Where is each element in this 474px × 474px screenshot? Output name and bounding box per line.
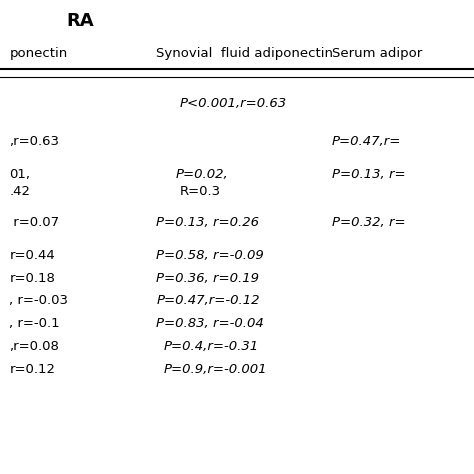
- Text: P=0.58, r=-0.09: P=0.58, r=-0.09: [156, 249, 264, 262]
- Text: P=0.47,r=: P=0.47,r=: [332, 135, 401, 148]
- Text: r=0.44: r=0.44: [9, 249, 55, 262]
- Text: P=0.02,: P=0.02,: [175, 168, 228, 181]
- Text: RA: RA: [67, 12, 94, 30]
- Text: ,r=0.63: ,r=0.63: [9, 135, 59, 148]
- Text: r=0.12: r=0.12: [9, 363, 55, 375]
- Text: Serum adipor: Serum adipor: [332, 47, 422, 60]
- Text: .42: .42: [9, 185, 30, 198]
- Text: P=0.32, r=: P=0.32, r=: [332, 216, 405, 228]
- Text: P=0.36, r=0.19: P=0.36, r=0.19: [156, 272, 259, 284]
- Text: P=0.83, r=-0.04: P=0.83, r=-0.04: [156, 317, 264, 330]
- Text: P=0.4,r=-0.31: P=0.4,r=-0.31: [164, 340, 259, 353]
- Text: ponectin: ponectin: [9, 47, 68, 60]
- Text: P=0.47,r=-0.12: P=0.47,r=-0.12: [156, 294, 260, 307]
- Text: Synovial  fluid adiponectin: Synovial fluid adiponectin: [156, 47, 333, 60]
- Text: , r=-0.03: , r=-0.03: [9, 294, 68, 307]
- Text: P=0.13, r=: P=0.13, r=: [332, 168, 405, 181]
- Text: P=0.9,r=-0.001: P=0.9,r=-0.001: [164, 363, 267, 375]
- Text: P<0.001,r=0.63: P<0.001,r=0.63: [180, 97, 287, 110]
- Text: , r=-0.1: , r=-0.1: [9, 317, 60, 330]
- Text: R=0.3: R=0.3: [180, 185, 221, 198]
- Text: r=0.18: r=0.18: [9, 272, 55, 284]
- Text: ,r=0.08: ,r=0.08: [9, 340, 59, 353]
- Text: 01,: 01,: [9, 168, 30, 181]
- Text: P=0.13, r=0.26: P=0.13, r=0.26: [156, 216, 259, 228]
- Text: r=0.07: r=0.07: [9, 216, 60, 228]
